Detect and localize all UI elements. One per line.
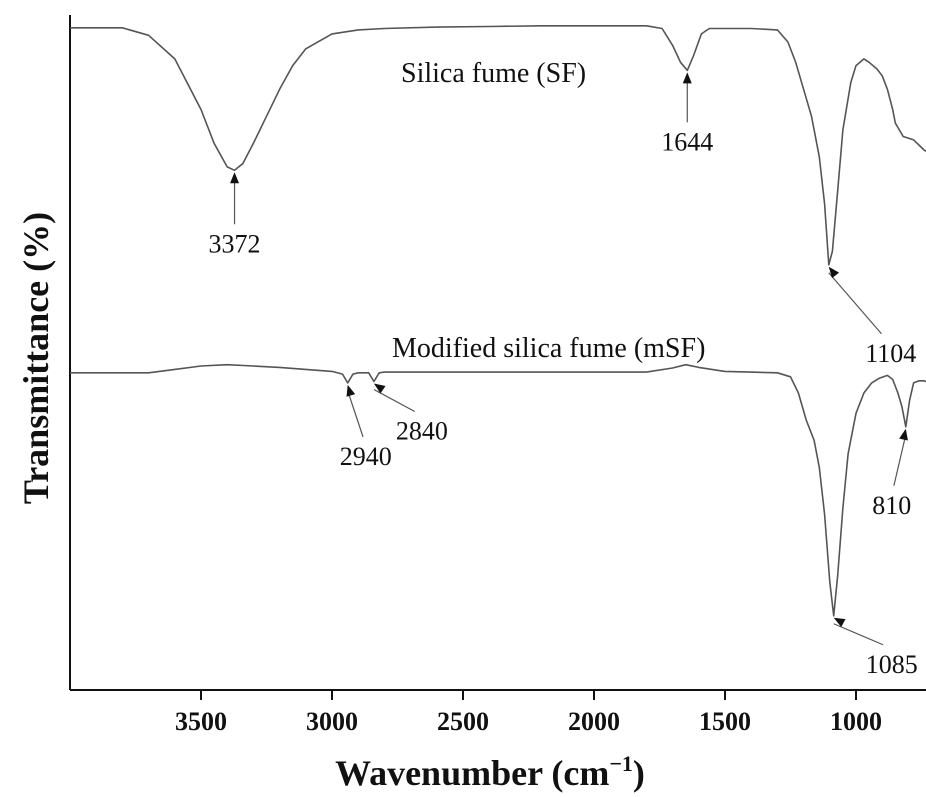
annotation-label: 2840 [396,417,448,446]
annotation-arrowhead [828,266,840,279]
series-label-msf: Modified silica fume (mSF) [392,333,705,364]
peak-annotation-2840: 2840 [373,383,448,446]
annotation-arrowhead [346,384,356,397]
x-ticks: 3500 3000 2500 2000 1500 1000 [175,690,882,736]
annotation-label: 1085 [866,650,918,679]
annotation-arrowhead [899,428,908,441]
x-axis-title: Wavenumber (cm−1) [335,751,645,793]
annotation-arrowhead [682,72,692,84]
series-label-sf: Silica fume (SF) [401,58,586,89]
peak-annotation-3372: 3372 [209,172,261,258]
series-lines [70,24,926,617]
series-line-1 [70,363,926,617]
annotation-leader [347,390,364,438]
peak-annotation-1104: 1104 [828,266,916,368]
annotation-label: 810 [872,491,911,520]
axes [69,15,926,691]
series-line-0 [70,24,926,266]
peak-annotation-2940: 2940 [340,384,392,471]
annotation-label: 1644 [661,127,713,156]
x-axis-title-superscript: −1 [609,751,633,776]
annotation-leader [833,623,884,646]
annotation-label: 2940 [340,442,392,471]
annotation-arrowhead [373,383,386,394]
annotation-leader [893,434,907,486]
peak-annotation-1644: 1644 [661,72,713,156]
annotation-label: 3372 [209,229,261,258]
x-tick-label: 1500 [699,707,751,736]
annotation-label: 1104 [865,339,916,368]
x-tick-label: 1000 [830,707,882,736]
x-tick-label: 3000 [306,707,358,736]
annotation-arrowhead [230,172,240,184]
peak-annotation-1085: 1085 [833,617,918,679]
annotation-leader [828,272,882,335]
x-axis-title-close: ) [633,753,645,793]
peak-annotation-810: 810 [872,428,911,520]
x-tick-label: 3500 [175,707,227,736]
x-tick-label: 2500 [437,707,489,736]
x-axis-title-main: Wavenumber (cm [335,753,609,793]
annotation-arrowhead [833,617,846,627]
annotation-leader [373,388,416,413]
x-tick-label: 2000 [568,707,620,736]
y-axis-title: Transmittance (%) [16,212,56,504]
